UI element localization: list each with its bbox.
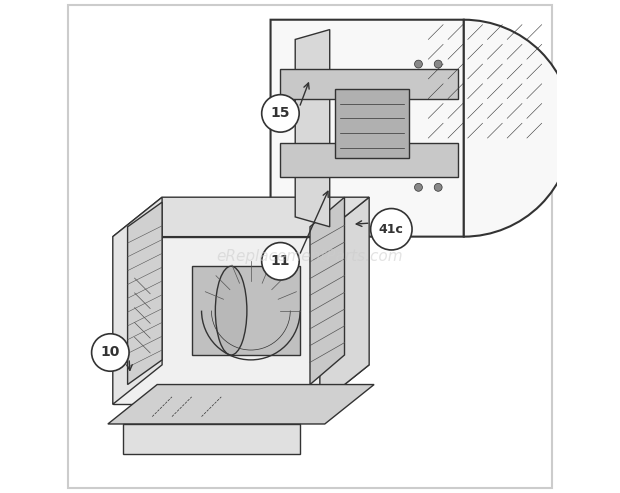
Wedge shape	[464, 20, 572, 237]
Polygon shape	[123, 424, 300, 454]
Polygon shape	[320, 197, 369, 404]
Text: 15: 15	[271, 106, 290, 120]
Circle shape	[415, 183, 422, 191]
Circle shape	[262, 243, 299, 280]
Circle shape	[262, 95, 299, 132]
Circle shape	[434, 60, 442, 68]
Circle shape	[415, 60, 422, 68]
Polygon shape	[310, 197, 345, 385]
FancyBboxPatch shape	[270, 20, 464, 237]
Circle shape	[92, 334, 129, 371]
Polygon shape	[280, 69, 458, 99]
Polygon shape	[113, 237, 320, 404]
Text: eReplacementParts.com: eReplacementParts.com	[216, 249, 404, 264]
Polygon shape	[108, 385, 374, 424]
Polygon shape	[113, 197, 162, 404]
Circle shape	[434, 183, 442, 191]
Polygon shape	[128, 202, 162, 385]
Text: 11: 11	[271, 254, 290, 268]
Polygon shape	[192, 266, 300, 355]
Polygon shape	[113, 197, 369, 237]
Polygon shape	[295, 30, 330, 227]
Ellipse shape	[215, 266, 247, 355]
Text: 10: 10	[100, 346, 120, 359]
Polygon shape	[280, 143, 458, 177]
Circle shape	[371, 209, 412, 250]
Polygon shape	[113, 365, 369, 404]
Text: 41c: 41c	[379, 223, 404, 236]
Polygon shape	[335, 89, 409, 158]
